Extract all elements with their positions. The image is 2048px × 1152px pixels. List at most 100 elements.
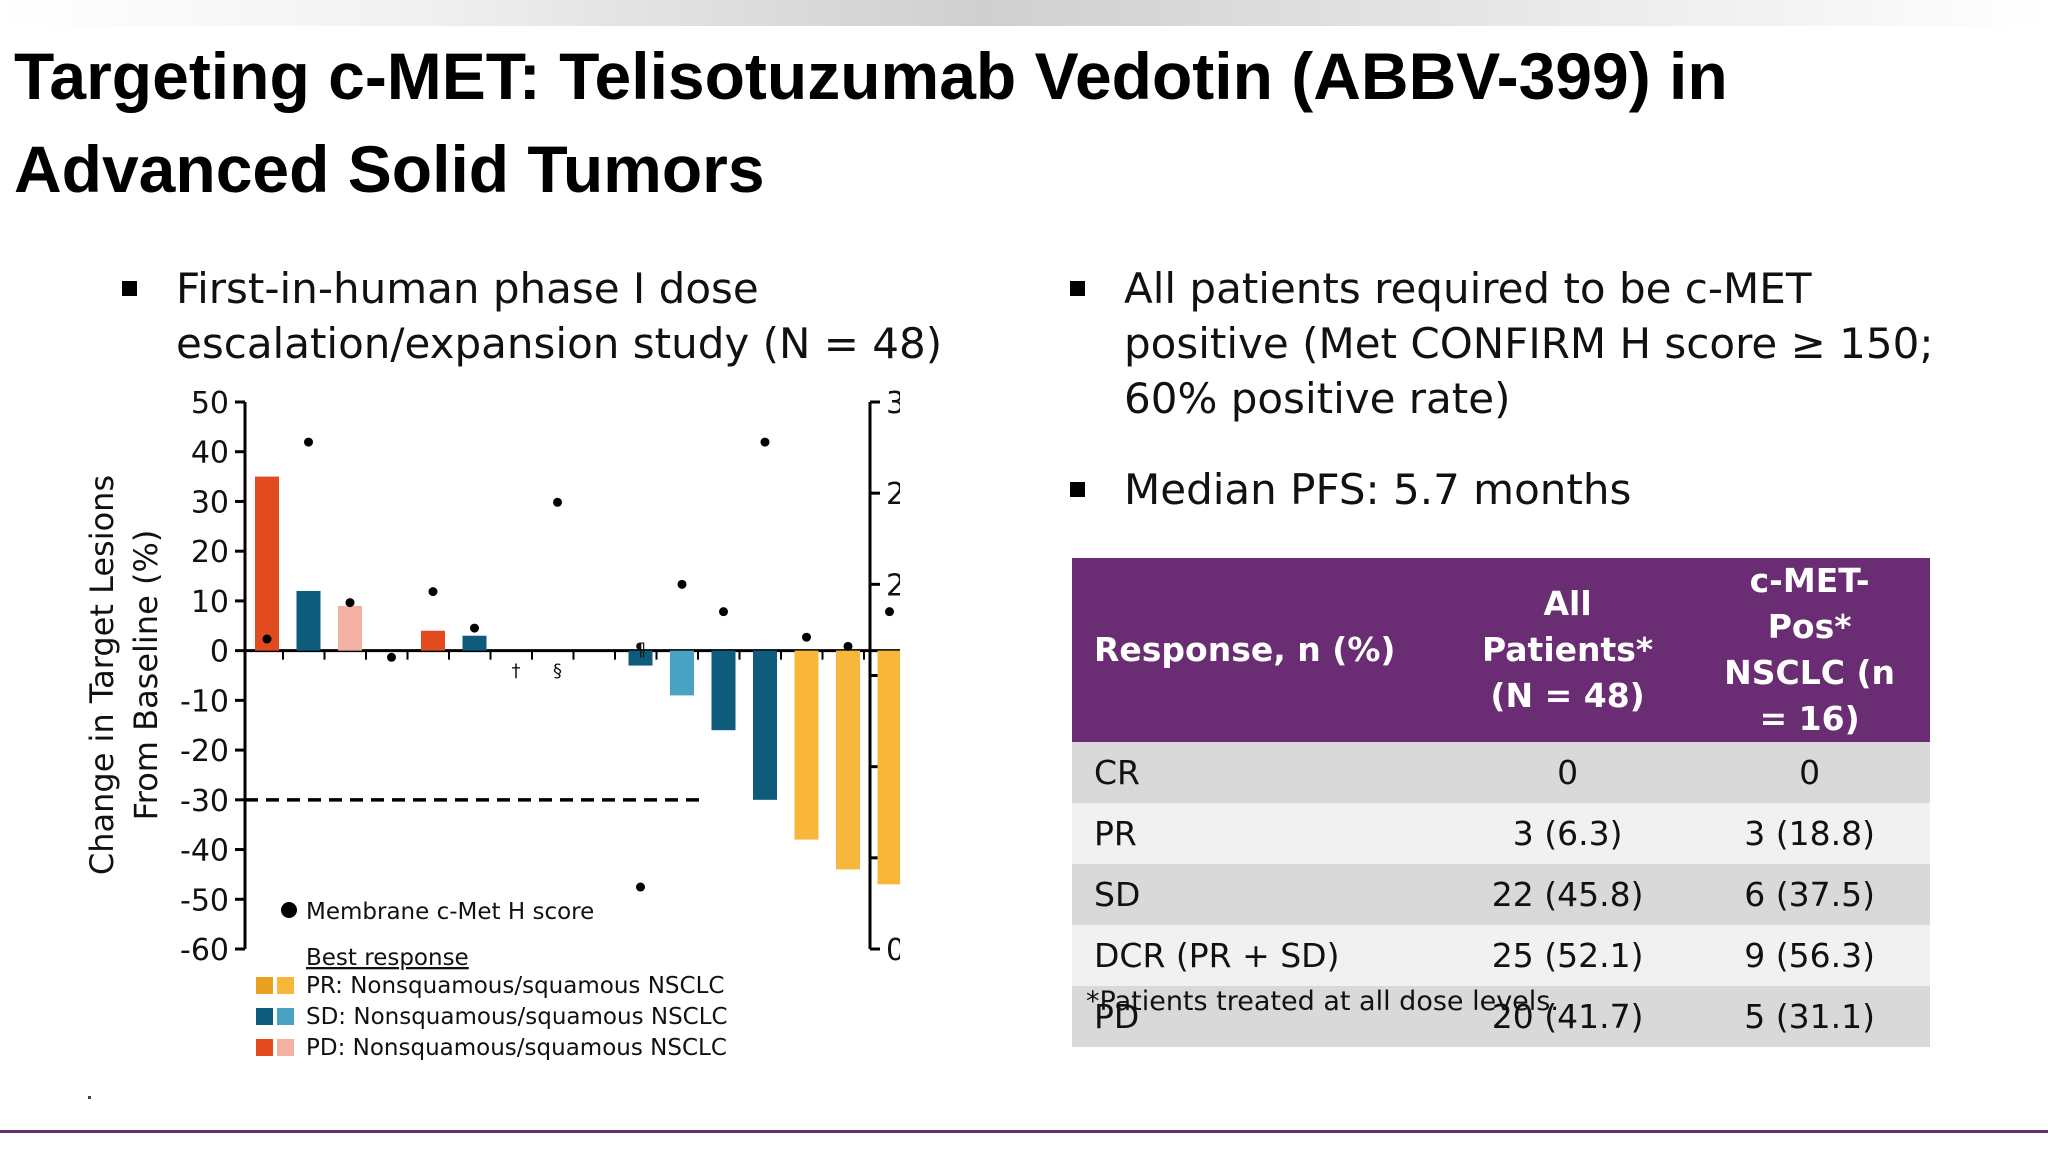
y-tick-label: -10: [180, 684, 229, 719]
response-table: Response, n (%) All Patients* (N = 48) c…: [1072, 558, 1930, 1047]
page-title: Targeting c-MET: Telisotuzumab Vedotin (…: [14, 30, 2014, 216]
table-header-row: Response, n (%) All Patients* (N = 48) c…: [1072, 558, 1930, 742]
hscore-point: [843, 641, 853, 651]
y-tick-label: -30: [180, 784, 229, 819]
hscore-point: [719, 607, 728, 617]
bullet-line: All patients required to be c-MET: [1124, 264, 1812, 313]
title-line-1: Targeting c-MET: Telisotuzumab Vedotin (…: [14, 39, 1728, 113]
legend-swatch: [277, 1039, 294, 1056]
bar-footnote-symbol: ¶: [635, 640, 646, 661]
y-tick-label: 50: [191, 386, 229, 421]
legend-item-label: PD: Nonsquamous/squamous NSCLC: [306, 1035, 727, 1061]
waterfall-bar: [670, 650, 694, 696]
table-row: PR 3 (6.3) 3 (18.8): [1072, 803, 1930, 864]
bullet-line: 60% positive rate): [1124, 374, 1511, 423]
legend-hscore-label: Membrane c-Met H score: [306, 899, 594, 925]
top-gradient-band: [0, 0, 2048, 26]
waterfall-bar: [877, 650, 900, 885]
y2-tick-label: 0: [886, 933, 900, 968]
hscore-point: [470, 623, 479, 633]
legend-swatch: [256, 1008, 273, 1025]
waterfall-bar: [711, 650, 736, 731]
waterfall-bar: [836, 650, 860, 870]
table-row: PD 20 (41.7) 5 (31.1): [1072, 986, 1930, 1047]
table-row: CR 0 0: [1072, 742, 1930, 803]
y-tick-label: 10: [191, 585, 229, 620]
legend-swatch: [277, 977, 294, 994]
table-header-response: Response, n (%): [1072, 558, 1446, 742]
table-row: SD 22 (45.8) 6 (37.5): [1072, 864, 1930, 925]
hscore-point: [885, 607, 894, 617]
y-tick-label: 20: [191, 535, 229, 570]
table-cell: 25 (52.1): [1446, 925, 1690, 986]
waterfall-bar: [421, 630, 445, 651]
hscore-point: [760, 437, 770, 447]
waterfall-bar: [462, 635, 487, 651]
waterfall-bar: [338, 605, 362, 651]
table-cell: 0: [1446, 742, 1690, 803]
table-cell: CR: [1072, 742, 1446, 803]
hscore-point: [553, 497, 562, 507]
table-cell: SD: [1072, 864, 1446, 925]
legend-heading: Best response: [306, 945, 469, 971]
legend-swatch: [256, 1039, 273, 1056]
hscore-point: [304, 437, 313, 447]
y2-tick-label: 250: [886, 477, 900, 512]
bullet-line: positive (Met CONFIRM H score ≥ 150;: [1124, 319, 1934, 368]
bullet-square-icon: [122, 281, 137, 296]
y-tick-label: 30: [191, 485, 229, 520]
table-row: DCR (PR + SD) 25 (52.1) 9 (56.3): [1072, 925, 1930, 986]
y-tick-label: 0: [210, 635, 229, 670]
table-cell: PR: [1072, 803, 1446, 864]
table-cell: 0: [1689, 742, 1930, 803]
y-axis-title-line: From Baseline (%): [127, 530, 165, 821]
table-cell: 5 (31.1): [1689, 986, 1930, 1047]
y-tick-label: 40: [191, 436, 229, 471]
bottom-rule: [0, 1130, 2048, 1133]
hscore-point: [387, 652, 396, 662]
y-tick-label: -50: [180, 883, 229, 918]
legend-swatch: [256, 977, 273, 994]
table-cell: 20 (41.7): [1446, 986, 1690, 1047]
waterfall-bar: [628, 650, 653, 666]
table-cell: 22 (45.8): [1446, 864, 1690, 925]
hscore-point: [428, 587, 438, 597]
y-tick-label: -20: [180, 734, 229, 769]
y2-tick-label: 300: [886, 386, 900, 421]
bullet-line: escalation/expansion study (N = 48): [176, 319, 943, 368]
waterfall-bar: [794, 650, 819, 840]
legend-item-label: PR: Nonsquamous/squamous NSCLC: [306, 973, 724, 999]
table-footnote: *Patients treated at all dose levels.: [1086, 986, 1559, 1017]
y-axis-title: Change in Target Lesions From Baseline (%…: [83, 475, 165, 875]
waterfall-chart: 50403020100-10-20-30-40-50-6030025020015…: [83, 386, 900, 1061]
bar-footnote-symbol: §: [553, 661, 562, 682]
table-header-cmet-pos: c-MET-Pos* NSCLC (n = 16): [1689, 558, 1930, 742]
hscore-point: [802, 632, 811, 642]
table-cell: PD: [1072, 986, 1446, 1047]
table-cell: 9 (56.3): [1689, 925, 1930, 986]
waterfall-bar: [255, 476, 279, 651]
bullet-square-icon: [1070, 482, 1085, 497]
bullet-median-pfs: Median PFS: 5.7 months: [1070, 462, 2010, 517]
waterfall-bar: [296, 590, 321, 651]
hscore-point: [677, 579, 687, 589]
legend-item-label: SD: Nonsquamous/squamous NSCLC: [306, 1004, 728, 1030]
hscore-point: [636, 882, 645, 892]
bullet-line: First-in-human phase I dose: [176, 264, 759, 313]
y-axis-title-line: Change in Target Lesions: [83, 475, 121, 875]
legend-swatch: [277, 1008, 294, 1025]
hscore-point: [262, 634, 272, 644]
bullet-study-design: First-in-human phase I dose escalation/e…: [122, 261, 1022, 371]
y2-tick-label: 200: [886, 568, 900, 603]
legend-hscore-marker: [281, 902, 297, 918]
table-cell: 6 (37.5): [1689, 864, 1930, 925]
y-tick-label: -60: [180, 933, 229, 968]
bullet-cmet-positive: All patients required to be c-MET positi…: [1070, 261, 2010, 426]
bullet-square-icon: [1070, 281, 1085, 296]
bullet-line: Median PFS: 5.7 months: [1124, 465, 1632, 514]
waterfall-bar: [753, 650, 777, 800]
table-cell: 3 (6.3): [1446, 803, 1690, 864]
title-line-2: Advanced Solid Tumors: [14, 132, 765, 206]
bar-footnote-symbol: †: [512, 661, 521, 682]
